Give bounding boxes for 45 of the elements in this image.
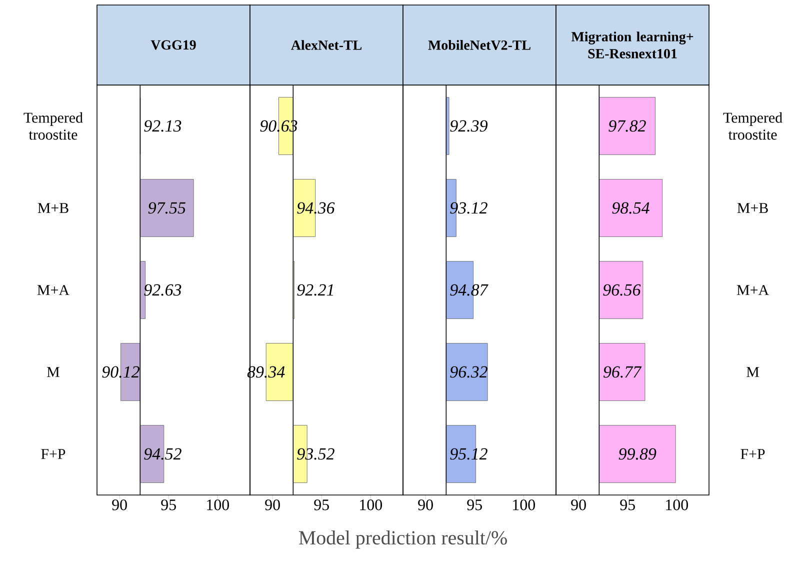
data-label: 94.52 — [144, 448, 182, 460]
y-tick-label: M+A — [37, 285, 70, 295]
y-tick-label: F+P — [41, 449, 66, 459]
chart-title: VGG19 — [150, 40, 196, 50]
data-label: 99.89 — [618, 448, 656, 460]
x-tick-label: 95 — [467, 500, 482, 510]
x-tick-label: 95 — [314, 500, 329, 510]
y-tick-label: Tempered troostite — [24, 112, 83, 140]
data-label: 92.63 — [144, 284, 182, 296]
x-tick-label: 95 — [620, 500, 635, 510]
data-label: 93.52 — [297, 448, 334, 460]
data-label: 97.55 — [148, 202, 186, 214]
x-tick-label: 100 — [666, 499, 688, 510]
y-tick-label: M — [746, 367, 759, 377]
data-label: 94.87 — [450, 284, 488, 296]
y-tick-label: F+P — [740, 449, 765, 459]
data-label: 92.39 — [450, 120, 488, 132]
y-tick-label: M+B — [737, 203, 768, 213]
data-label: 94.36 — [297, 202, 335, 214]
data-label: 93.12 — [450, 202, 488, 214]
data-label: 96.32 — [450, 366, 488, 378]
y-tick-label: M+A — [736, 285, 769, 295]
x-tick-label: 90 — [265, 499, 280, 510]
chart-title: MobileNetV2-TL — [428, 40, 530, 50]
x-tick-label: 100 — [513, 499, 535, 510]
x-tick-label: 90 — [112, 499, 127, 510]
x-axis-title: Model prediction result/% — [298, 530, 507, 549]
data-label: 92.13 — [144, 120, 182, 132]
y-tick-label: Tempered troostite — [723, 112, 782, 140]
data-label: 98.54 — [612, 202, 650, 214]
data-label: 92.21 — [297, 284, 333, 296]
chart-title: Migration learning+ SE-Resnext101 — [571, 32, 694, 58]
x-tick-label: 100 — [360, 499, 382, 510]
data-label: 90.12 — [102, 366, 140, 378]
x-tick-label: 100 — [207, 499, 229, 510]
data-label: 95.12 — [450, 448, 488, 460]
data-label: 96.56 — [603, 284, 641, 296]
data-label: 97.82 — [608, 120, 646, 132]
chart-title: AlexNet-TL — [291, 40, 362, 50]
y-tick-label: M — [47, 367, 60, 377]
x-tick-label: 90 — [418, 499, 433, 510]
x-tick-label: 95 — [161, 500, 176, 510]
x-tick-label: 90 — [571, 499, 586, 510]
y-tick-label: M+B — [38, 203, 68, 213]
data-label: 96.77 — [604, 366, 642, 378]
